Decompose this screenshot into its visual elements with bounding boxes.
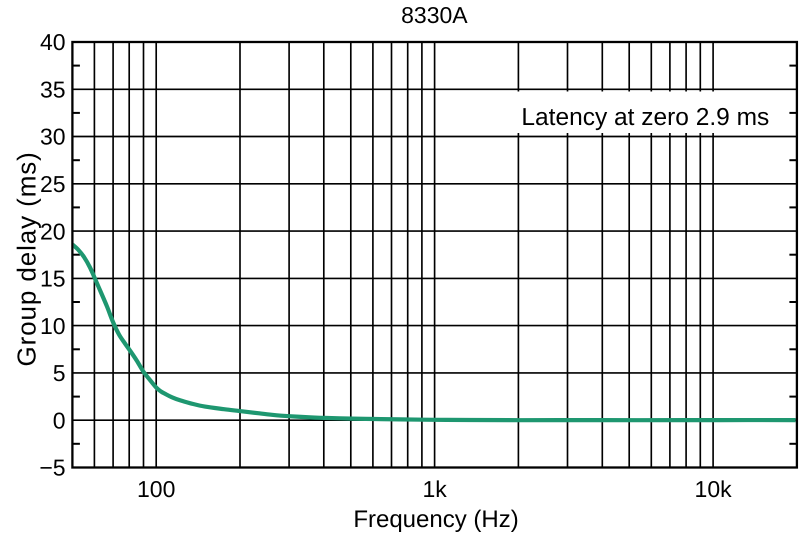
svg-text:25: 25 [40, 171, 66, 197]
svg-text:Latency at zero 2.9 ms: Latency at zero 2.9 ms [521, 104, 769, 131]
svg-text:20: 20 [40, 218, 66, 244]
svg-text:15: 15 [40, 266, 66, 292]
svg-text:−5: −5 [39, 455, 65, 481]
svg-text:35: 35 [40, 77, 66, 103]
svg-text:5: 5 [53, 360, 66, 386]
svg-text:Frequency (Hz): Frequency (Hz) [353, 506, 518, 533]
svg-text:30: 30 [40, 124, 66, 150]
svg-text:10: 10 [40, 313, 66, 339]
svg-text:Group delay (ms): Group delay (ms) [11, 151, 41, 366]
svg-text:10k: 10k [695, 476, 733, 502]
svg-text:40: 40 [40, 29, 66, 55]
svg-text:1k: 1k [422, 476, 447, 502]
svg-text:100: 100 [137, 476, 175, 502]
svg-text:0: 0 [53, 407, 66, 433]
svg-text:8330A: 8330A [401, 2, 468, 28]
